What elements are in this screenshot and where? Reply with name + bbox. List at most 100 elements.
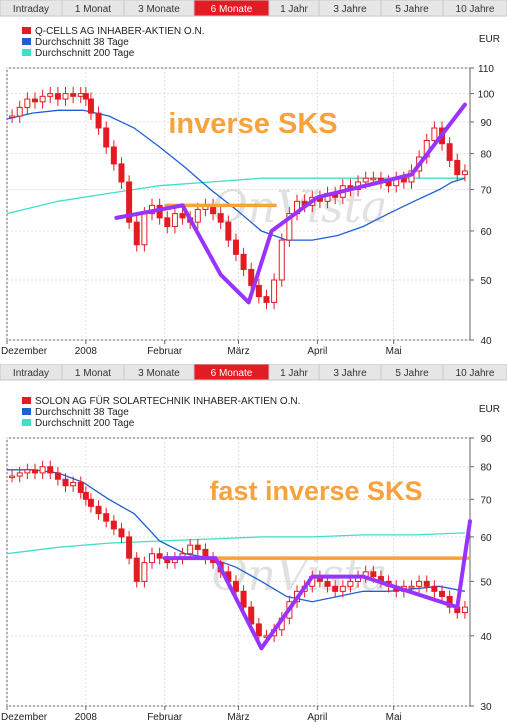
tab-label-5-jahre[interactable]: 5 Jahre — [395, 368, 429, 379]
candle-body — [278, 239, 285, 281]
tab-label-3-monate[interactable]: 3 Monate — [138, 4, 180, 15]
candle-body — [118, 163, 125, 183]
y-tick-label-90: 90 — [480, 118, 492, 129]
candle-body — [187, 544, 194, 555]
y-tick-label-100: 100 — [478, 90, 495, 101]
candle-body — [31, 98, 38, 103]
candle-body — [39, 95, 46, 103]
chart-legend: Q-CELLS AG INHABER-AKTIEN O.N.Durchschni… — [22, 26, 204, 59]
candle-body — [103, 513, 110, 522]
x-tick-label-2: Februar — [147, 712, 183, 723]
candle-body — [255, 623, 262, 637]
tab-label-intraday[interactable]: Intraday — [13, 4, 49, 15]
legend-swatch-1 — [22, 38, 31, 45]
series-line-ma200 — [6, 532, 465, 555]
candle-body — [24, 469, 31, 474]
candle-body — [16, 472, 23, 477]
x-tick-label-2: Februar — [147, 346, 183, 357]
tab-label-10-jahre[interactable]: 10 Jahre — [456, 4, 495, 15]
candle-body — [77, 93, 84, 97]
price-candles — [9, 460, 468, 642]
y-tick-label-80: 80 — [480, 463, 492, 474]
tab-10-jahre[interactable] — [442, 364, 507, 381]
candle-body — [156, 553, 163, 559]
candle-body — [370, 177, 377, 181]
candle-body — [9, 475, 16, 479]
legend-entry-2: Durchschnitt 200 Tage — [35, 418, 135, 429]
candle-body — [70, 481, 77, 487]
tab-label-1-monat[interactable]: 1 Monat — [75, 4, 111, 15]
candle-body — [31, 469, 38, 474]
candle-body — [439, 590, 446, 597]
candle-body — [9, 115, 16, 119]
candle-body — [126, 536, 133, 559]
candle-body — [347, 580, 354, 587]
tab-label-3-monate[interactable]: 3 Monate — [138, 368, 180, 379]
candle-body — [70, 93, 77, 97]
candle-body — [82, 491, 89, 500]
candle-body — [141, 213, 148, 246]
pattern-line — [162, 519, 472, 651]
series-line-ma38 — [6, 109, 466, 241]
tab-label-3-jahre[interactable]: 3 Jahre — [333, 368, 367, 379]
legend-swatch-2 — [22, 419, 31, 426]
x-tick-label-4: April — [307, 346, 327, 357]
candle-body — [149, 553, 156, 564]
legend-entry-0: SOLON AG FÜR SOLARTECHNIK INHABER-AKTIEN… — [35, 395, 300, 407]
tab-label-6-monate[interactable]: 6 Monate — [211, 368, 253, 379]
tab-label-1-jahr[interactable]: 1 Jahr — [280, 4, 308, 15]
candle-body — [95, 112, 102, 129]
candle-body — [82, 93, 89, 100]
chart-panel-solon: Intraday 1 Monat 3 Monate 6 Monate 1 Jahr 3 J… — [0, 364, 507, 728]
y-tick-label-50: 50 — [480, 276, 492, 287]
tab-label-1-jahr[interactable]: 1 Jahr — [280, 368, 308, 379]
candle-body — [248, 268, 255, 286]
x-tick-label-5: Mai — [386, 346, 402, 357]
legend-entry-1: Durchschnitt 38 Tage — [35, 407, 129, 418]
candle-body — [77, 481, 84, 493]
y-tick-label-40: 40 — [480, 632, 492, 643]
candle-body — [110, 520, 117, 530]
x-tick-label-1: 2008 — [75, 712, 98, 723]
y-tick-label-40: 40 — [480, 336, 492, 347]
candle-body — [171, 213, 178, 228]
tab-label-5-jahre[interactable]: 5 Jahre — [395, 4, 429, 15]
candle-body — [141, 562, 148, 582]
candle-body — [423, 580, 430, 587]
annotation-label: inverse SKS — [168, 108, 337, 140]
x-tick-label-4: April — [307, 712, 327, 723]
candle-body — [110, 146, 117, 165]
tab-label-3-jahre[interactable]: 3 Jahre — [333, 4, 367, 15]
candle-body — [194, 208, 201, 223]
x-tick-label-5: Mai — [386, 712, 402, 723]
candle-body — [362, 177, 369, 183]
candle-body — [454, 159, 461, 176]
chart-solon: Intraday 1 Monat 3 Monate 6 Monate 1 Jahr 3 J… — [0, 364, 507, 723]
legend-swatch-0 — [22, 397, 31, 404]
y-tick-label-90: 90 — [480, 434, 492, 445]
chart-legend: SOLON AG FÜR SOLARTECHNIK INHABER-AKTIEN… — [22, 395, 300, 429]
candle-body — [54, 93, 61, 100]
legend-entry-0: Q-CELLS AG INHABER-AKTIEN O.N. — [35, 26, 204, 37]
candle-body — [133, 221, 140, 246]
candle-body — [446, 143, 453, 161]
candle-body — [87, 498, 94, 507]
grid — [6, 67, 474, 344]
x-tick-label-0: Dezember — [1, 712, 48, 723]
tab-label-10-jahre[interactable]: 10 Jahre — [456, 368, 495, 379]
candle-body — [62, 93, 69, 100]
candle-body — [416, 580, 423, 587]
candle-body — [54, 472, 61, 480]
legend-swatch-2 — [22, 49, 31, 56]
candle-body — [225, 221, 232, 241]
candle-body — [39, 466, 46, 474]
time-range-tabs: Intraday 1 Monat 3 Monate 6 Monate 1 Jahr 3 J… — [0, 0, 507, 17]
tab-label-intraday[interactable]: Intraday — [13, 368, 49, 379]
tab-10-jahre[interactable] — [442, 0, 507, 17]
candle-body — [194, 544, 201, 550]
candle-body — [95, 505, 102, 515]
y-tick-label-80: 80 — [480, 150, 492, 161]
tab-label-1-monat[interactable]: 1 Monat — [75, 368, 111, 379]
y-tick-label-70: 70 — [480, 186, 492, 197]
tab-label-6-monate[interactable]: 6 Monate — [211, 4, 253, 15]
